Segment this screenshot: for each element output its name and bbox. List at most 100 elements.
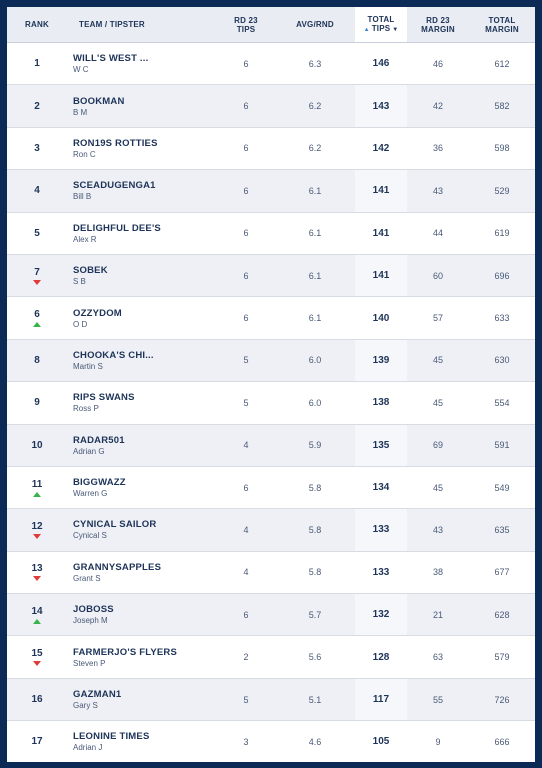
team-name-link[interactable]: GRANNYSAPPLES — [73, 561, 162, 573]
team-cell: GRANNYSAPPLES Grant S — [67, 562, 217, 583]
table-row[interactable]: 11 BIGGWAZZ Warren G 6 5.8 134 45 549 — [7, 466, 535, 510]
total-tips-cell: 133 — [355, 509, 407, 551]
header-rd-tips[interactable]: RD 23 TIPS — [234, 15, 258, 34]
rank-up-arrow-icon — [33, 491, 41, 497]
rd-tips-value: 6 — [243, 228, 249, 239]
rank-number: 4 — [34, 185, 40, 197]
total-tips-value: 133 — [372, 566, 390, 578]
total-tips-cell: 133 — [355, 551, 407, 594]
team-name-link[interactable]: RADAR501 — [73, 434, 125, 446]
total-tips-cell: 132 — [355, 594, 407, 636]
team-cell: BIGGWAZZ Warren G — [67, 477, 217, 498]
rd-margin-value: 43 — [432, 185, 443, 196]
rank-number: 15 — [31, 648, 43, 660]
rank-cell: 6 — [7, 309, 67, 328]
team-name-link[interactable]: DELIGHFUL DEE'S — [73, 222, 161, 234]
table-row[interactable]: 13 GRANNYSAPPLES Grant S 4 5.8 133 38 677 — [7, 551, 535, 595]
total-tips-value: 141 — [372, 185, 390, 197]
rd-margin-value: 43 — [432, 524, 443, 535]
total-tips-cell: 141 — [355, 212, 407, 254]
team-name-link[interactable]: RIPS SWANS — [73, 392, 135, 404]
team-name-link[interactable]: BIGGWAZZ — [73, 477, 126, 489]
rd-margin-value: 45 — [432, 355, 443, 366]
avg-rnd-value: 6.1 — [308, 185, 322, 196]
table-row[interactable]: 8 CHOOKA'S CHI... Martin S 5 6.0 139 45 630 — [7, 339, 535, 383]
rd-margin-value: 21 — [432, 609, 443, 620]
table-row[interactable]: 10 RADAR501 Adrian G 4 5.9 135 69 591 — [7, 424, 535, 467]
header-total-tips[interactable]: TOTAL ▲ TIPS ▼ — [355, 7, 407, 42]
rank-cell: 15 — [7, 648, 67, 667]
header-total-margin[interactable]: TOTAL MARGIN — [485, 15, 519, 34]
table-row[interactable]: 15 FARMERJO'S FLYERS Steven P 2 5.6 128 63 579 — [7, 636, 535, 679]
total-tips-cell: 141 — [355, 254, 407, 297]
leaderboard-panel: RANK TEAM / TIPSTER RD 23 TIPS AVG/RND TO… — [7, 7, 535, 762]
total-tips-cell: 138 — [355, 382, 407, 424]
total-tips-value: 117 — [372, 694, 390, 706]
team-name-link[interactable]: JOBOSS — [73, 604, 114, 616]
total-tips-cell: 139 — [355, 339, 407, 382]
total-tips-cell: 140 — [355, 297, 407, 339]
table-row[interactable]: 9 RIPS SWANS Ross P 5 6.0 138 45 554 — [7, 382, 535, 425]
header-avg-rnd[interactable]: AVG/RND — [296, 20, 334, 29]
tipster-name: Warren G — [73, 489, 108, 499]
team-name-link[interactable]: SCEADUGENGA1 — [73, 180, 156, 192]
table-row[interactable]: 4 SCEADUGENGA1 Bill B 6 6.1 141 43 529 — [7, 170, 535, 213]
team-cell: BOOKMAN B M — [67, 96, 217, 117]
team-cell: WILL'S WEST ... W C — [67, 53, 217, 74]
team-name-link[interactable]: CHOOKA'S CHI... — [73, 349, 154, 361]
tipster-name: Joseph M — [73, 616, 108, 626]
rank-cell: 10 — [7, 440, 67, 451]
team-name-link[interactable]: BOOKMAN — [73, 95, 125, 107]
team-name-link[interactable]: SOBEK — [73, 265, 108, 277]
avg-rnd-value: 4.6 — [308, 736, 322, 747]
table-row[interactable]: 3 RON19S ROTTIES Ron C 6 6.2 142 36 598 — [7, 127, 535, 171]
table-row[interactable]: 16 GAZMAN1 Gary S 5 5.1 117 55 726 — [7, 678, 535, 722]
table-row[interactable]: 14 JOBOSS Joseph M 6 5.7 132 21 628 — [7, 594, 535, 637]
team-cell: RIPS SWANS Ross P — [67, 392, 217, 413]
team-name-link[interactable]: RON19S ROTTIES — [73, 137, 158, 149]
total-tips-value: 141 — [372, 270, 390, 282]
rank-cell: 3 — [7, 143, 67, 154]
rd-margin-value: 57 — [432, 313, 443, 324]
rd-tips-value: 6 — [243, 58, 249, 69]
team-name-link[interactable]: GAZMAN1 — [73, 689, 122, 701]
total-tips-cell: 105 — [355, 721, 407, 762]
avg-rnd-value: 6.1 — [308, 228, 322, 239]
team-cell: SOBEK S B — [67, 265, 217, 286]
table-row[interactable]: 7 SOBEK S B 6 6.1 141 60 696 — [7, 254, 535, 298]
team-name-link[interactable]: OZZYDOM — [73, 307, 122, 319]
avg-rnd-value: 6.1 — [308, 270, 322, 281]
table-row[interactable]: 12 CYNICAL SAILOR Cynical S 4 5.8 133 43 635 — [7, 509, 535, 552]
team-name-link[interactable]: LEONINE TIMES — [73, 731, 150, 743]
rank-number: 5 — [34, 227, 40, 239]
rank-down-arrow-icon — [33, 533, 41, 539]
team-name-link[interactable]: WILL'S WEST ... — [73, 53, 149, 65]
header-team-tipster[interactable]: TEAM / TIPSTER — [79, 20, 145, 29]
tipster-name: Adrian G — [73, 446, 105, 456]
rd-tips-value: 4 — [243, 440, 249, 451]
team-name-link[interactable]: FARMERJO'S FLYERS — [73, 646, 178, 658]
table-row[interactable]: 2 BOOKMAN B M 6 6.2 143 42 582 — [7, 85, 535, 128]
table-row[interactable]: 17 LEONINE TIMES Adrian J 3 4.6 105 9 666 — [7, 721, 535, 762]
table-row[interactable]: 5 DELIGHFUL DEE'S Alex R 6 6.1 141 44 619 — [7, 212, 535, 255]
header-rd-margin[interactable]: RD 23 MARGIN — [421, 15, 455, 34]
rank-cell: 8 — [7, 355, 67, 366]
team-cell: OZZYDOM O D — [67, 308, 217, 329]
table-row[interactable]: 1 WILL'S WEST ... W C 6 6.3 146 46 612 — [7, 43, 535, 86]
rd-margin-value: 38 — [432, 567, 443, 578]
rank-number: 6 — [34, 309, 40, 321]
rd-margin-value: 36 — [432, 143, 443, 154]
sort-descending-icon: ▼ — [392, 26, 399, 33]
table-row[interactable]: 6 OZZYDOM O D 6 6.1 140 57 633 — [7, 297, 535, 340]
avg-rnd-value: 6.0 — [308, 355, 322, 366]
total-margin-value: 635 — [494, 524, 510, 535]
total-tips-cell: 128 — [355, 636, 407, 678]
rank-up-arrow-icon — [33, 322, 41, 328]
header-rank[interactable]: RANK — [25, 20, 49, 29]
total-margin-value: 630 — [494, 355, 510, 366]
total-tips-value: 135 — [372, 439, 390, 451]
avg-rnd-value: 5.6 — [308, 652, 322, 663]
rd-margin-value: 63 — [432, 652, 443, 663]
total-tips-cell: 117 — [355, 678, 407, 721]
team-name-link[interactable]: CYNICAL SAILOR — [73, 519, 157, 531]
